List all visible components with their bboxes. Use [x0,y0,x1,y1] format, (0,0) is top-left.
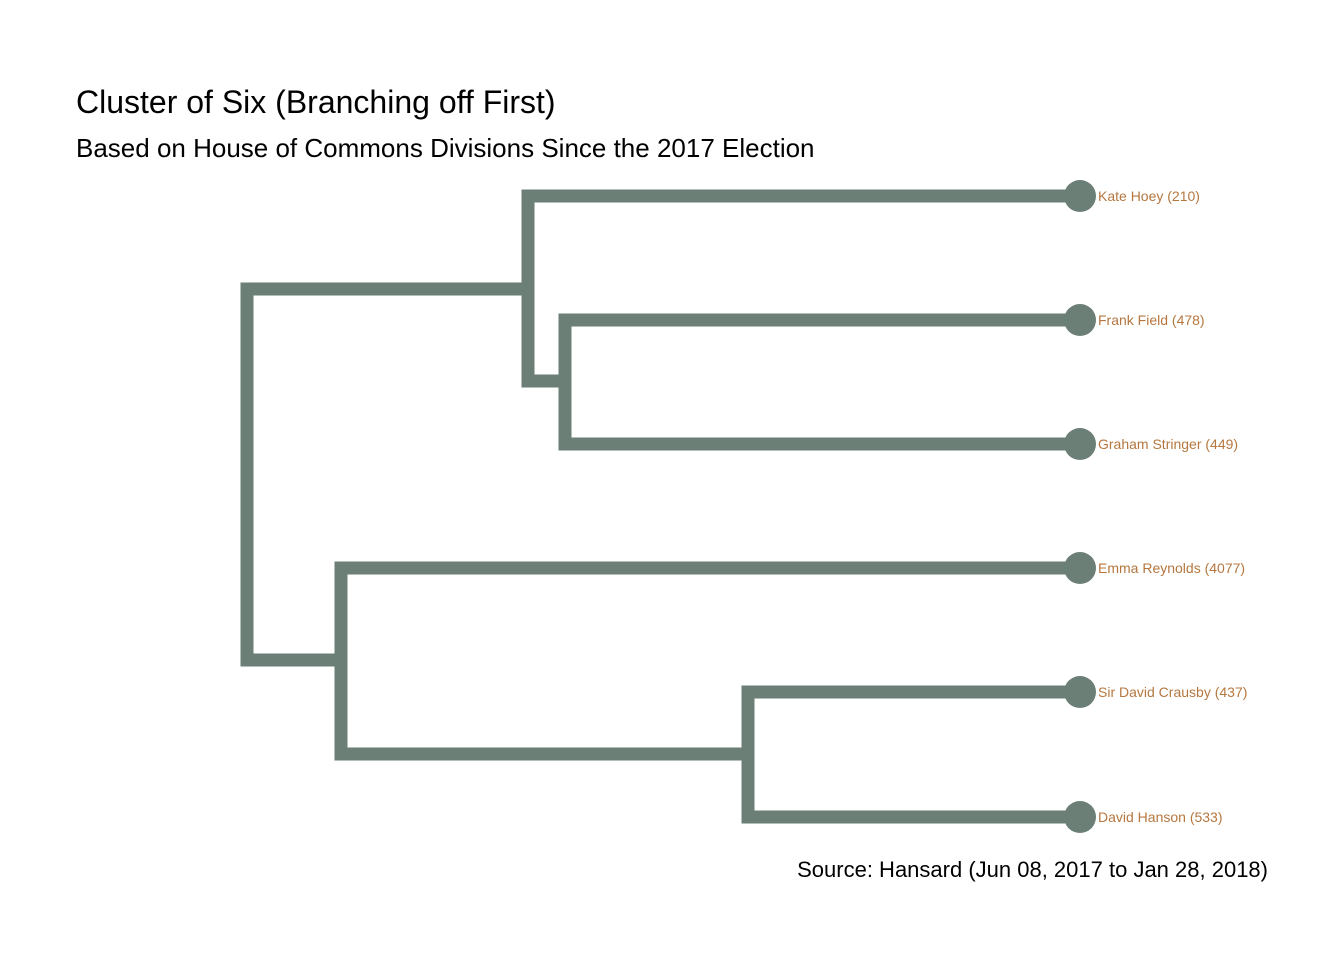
chart-subtitle: Based on House of Commons Divisions Sinc… [76,133,815,163]
leaf-label-5: David Hanson (533) [1098,809,1223,825]
leaf-node-0 [1064,180,1096,212]
chart-title: Cluster of Six (Branching off First) [76,84,556,120]
leaf-label-0: Kate Hoey (210) [1098,188,1200,204]
dendrogram-branches [240,189,1087,824]
dendrogram-leaves: Kate Hoey (210) Frank Field (478) Graham S… [1064,180,1247,833]
leaf-label-4: Sir David Crausby (437) [1098,684,1247,700]
leaf-label-3: Emma Reynolds (4077) [1098,560,1245,576]
leaf-label-1: Frank Field (478) [1098,312,1205,328]
leaf-node-1 [1064,304,1096,336]
leaf-node-4 [1064,676,1096,708]
leaf-node-2 [1064,428,1096,460]
source-note: Source: Hansard (Jun 08, 2017 to Jan 28,… [797,857,1268,882]
leaf-label-2: Graham Stringer (449) [1098,436,1238,452]
leaf-node-3 [1064,552,1096,584]
leaf-node-5 [1064,801,1096,833]
